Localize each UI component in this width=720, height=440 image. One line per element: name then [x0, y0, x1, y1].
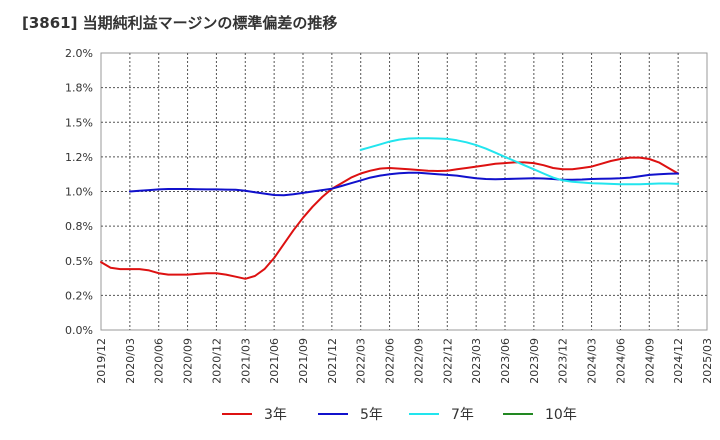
legend: 3年 5年 7年 10年 — [222, 407, 577, 423]
x-tick-label: 2021/12 — [326, 338, 339, 384]
legend-label: 5年 — [360, 407, 383, 423]
y-tick-label: 1.5% — [65, 116, 93, 129]
x-tick-label: 2019/12 — [95, 338, 108, 384]
x-tick-label: 2022/09 — [412, 338, 425, 384]
x-tick-label: 2023/12 — [557, 338, 570, 384]
x-tick-label: 2023/09 — [528, 338, 541, 384]
legend-label: 3年 — [264, 407, 287, 423]
y-tick-label: 1.0% — [65, 186, 93, 199]
x-axis-labels: 2019/12 2020/03 2020/06 2020/09 2020/12 2021/… — [95, 338, 714, 384]
x-tick-label: 2021/03 — [239, 338, 252, 384]
series-lines — [100, 137, 680, 280]
series-line-5年 — [128, 171, 680, 197]
y-tick-label: 0.8% — [65, 220, 93, 233]
y-tick-label: 2.0% — [65, 47, 93, 60]
x-tick-label: 2020/09 — [182, 338, 195, 384]
y-tick-label: 1.8% — [65, 82, 93, 95]
x-tick-label: 2022/03 — [355, 338, 368, 384]
y-gridlines — [101, 87, 707, 296]
x-tick-label: 2024/06 — [614, 338, 627, 384]
series-line-7年 — [359, 137, 680, 186]
x-tick-label: 2024/03 — [586, 338, 599, 384]
plot-area — [100, 52, 708, 331]
legend-label: 7年 — [451, 407, 474, 423]
legend-label: 10年 — [545, 407, 577, 423]
x-tick-label: 2024/12 — [672, 338, 685, 384]
x-tick-label: 2022/12 — [441, 338, 454, 384]
y-tick-label: 0.2% — [65, 289, 93, 302]
x-tick-label: 2023/03 — [470, 338, 483, 384]
chart-title: [3861] 当期純利益マージンの標準偏差の推移 — [22, 14, 338, 32]
x-tick-label: 2024/09 — [643, 338, 656, 384]
y-axis-labels: 0.0% 0.2% 0.5% 0.8% 1.0% 1.2% 1.5% 1.8% 2.0% — [65, 47, 93, 337]
x-tick-label: 2021/06 — [268, 338, 281, 384]
x-tick-label: 2020/03 — [124, 338, 137, 384]
x-tick-label: 2021/09 — [297, 338, 310, 384]
y-tick-label: 0.0% — [65, 324, 93, 337]
y-tick-label: 1.2% — [65, 151, 93, 164]
x-tick-label: 2025/03 — [701, 338, 714, 384]
y-tick-label: 0.5% — [65, 255, 93, 268]
x-tick-label: 2020/12 — [210, 338, 223, 384]
x-tick-label: 2023/06 — [499, 338, 512, 384]
x-tick-label: 2022/06 — [384, 338, 397, 384]
series-line-3年 — [100, 156, 680, 280]
x-tick-label: 2020/06 — [153, 338, 166, 384]
